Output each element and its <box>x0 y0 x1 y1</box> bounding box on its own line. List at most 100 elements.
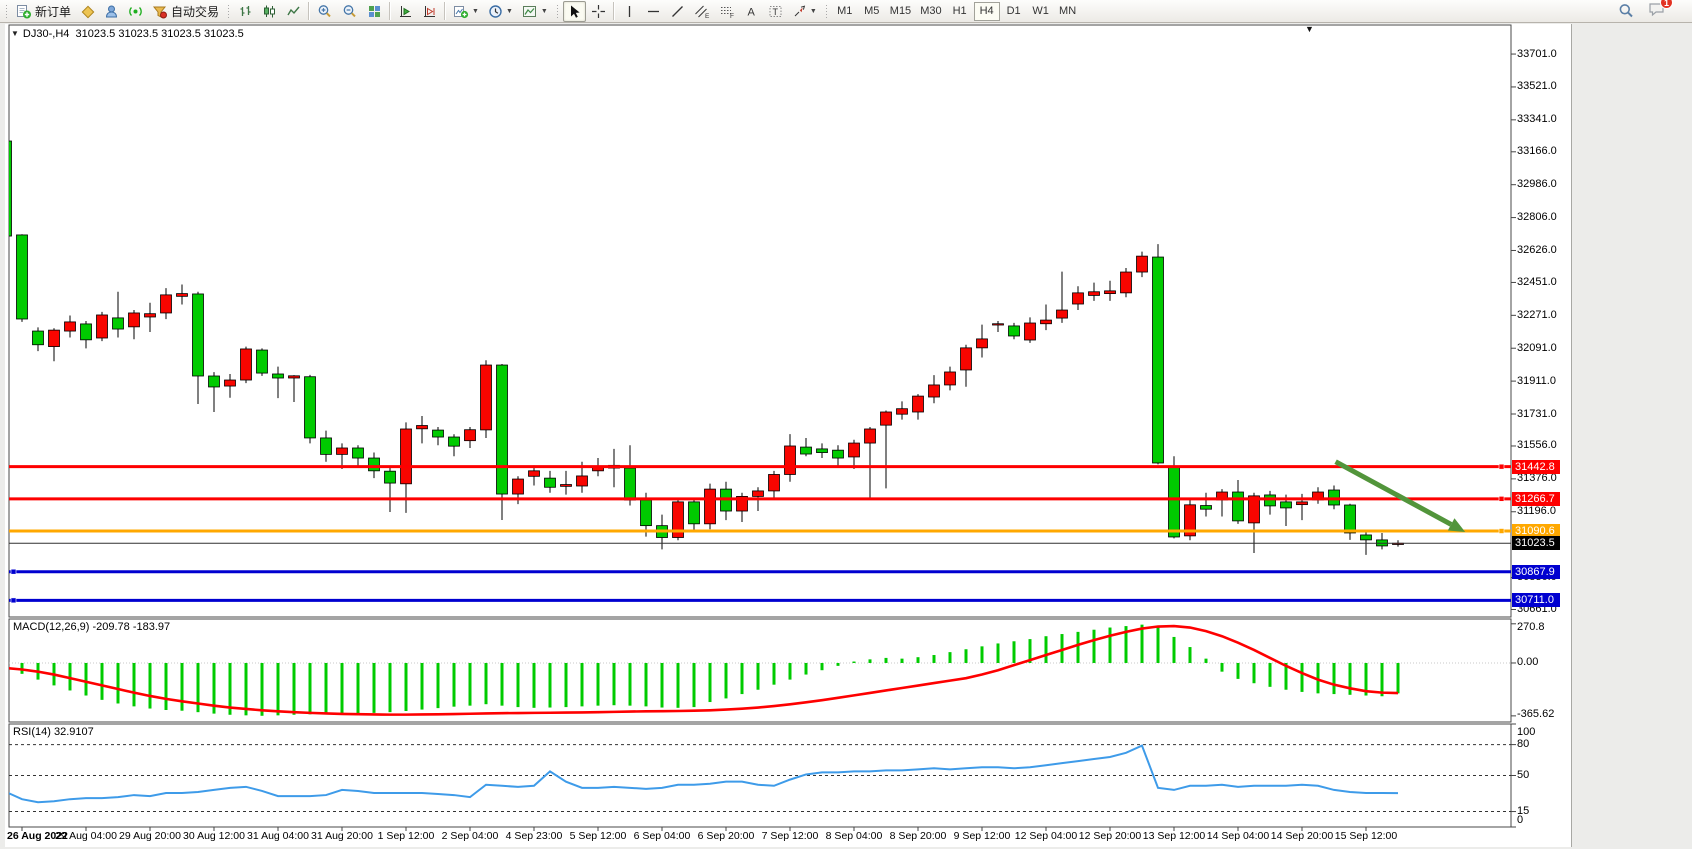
periods-button[interactable]: ▼ <box>484 1 517 22</box>
price-axis-tick: 31731.0 <box>1517 407 1557 420</box>
zoom-in-button[interactable] <box>313 1 337 22</box>
price-axis-tick: 33166.0 <box>1517 145 1557 158</box>
templates-icon <box>522 5 536 17</box>
trend-arrow[interactable] <box>1334 459 1453 527</box>
toolbar: 新订单 自动交易 ▼ ▼ <box>0 0 1692 23</box>
toolbar-grip[interactable] <box>554 3 560 19</box>
line-handle[interactable] <box>1498 528 1505 534</box>
indicator-axis-tick: 80 <box>1517 738 1530 751</box>
auto-trading-button[interactable]: 自动交易 <box>148 1 223 22</box>
fibonacci-tool-button[interactable]: F <box>715 1 739 22</box>
main-pane[interactable] <box>8 24 1512 618</box>
text-label-icon: T <box>769 5 782 17</box>
bar-chart-button[interactable] <box>234 1 257 22</box>
crosshair-tool-button[interactable] <box>587 1 610 22</box>
time-axis-label: 9 Sep 12:00 <box>953 830 1011 842</box>
timeframe-button-M1[interactable]: M1 <box>832 2 858 21</box>
time-axis-label: 6 Sep 04:00 <box>633 830 691 842</box>
signals-button[interactable] <box>124 1 147 22</box>
line-handle[interactable] <box>10 597 17 604</box>
dropdown-caret-icon: ▼ <box>505 7 513 15</box>
time-axis-label: 13 Sep 12:00 <box>1142 830 1206 842</box>
new-order-button[interactable]: 新订单 <box>12 1 75 22</box>
price-axis-tick: 32626.0 <box>1517 243 1557 256</box>
notifications-button[interactable]: 1 <box>1648 0 1673 22</box>
line-handle[interactable] <box>10 568 17 575</box>
chart-window: ▼ DJ30-,H4 31023.5 31023.5 31023.5 31023.… <box>5 24 1572 847</box>
vertical-line-icon <box>628 5 630 17</box>
timeframe-button-D1[interactable]: D1 <box>1001 2 1027 21</box>
one-click-trading-expander-icon[interactable]: ▼ <box>11 29 19 38</box>
candlestick-chart-icon <box>264 5 276 17</box>
trendline-tool-button[interactable] <box>666 1 689 22</box>
timeframe-button-M5[interactable]: M5 <box>859 2 885 21</box>
toolbar-separator <box>612 2 615 20</box>
time-axis-label: 30 Aug 12:00 <box>183 830 245 842</box>
chart-canvas[interactable] <box>5 24 1571 847</box>
timeframe-button-MN[interactable]: MN <box>1055 2 1081 21</box>
time-axis[interactable]: 26 Aug 2022 29 Aug 04:00 29 Aug 20:00 30 Au… <box>5 830 1511 846</box>
price-line-label: 31442.8 <box>1512 459 1560 474</box>
price-axis-tick: 31376.0 <box>1517 472 1557 485</box>
macd-signal-line <box>9 624 1399 716</box>
tile-windows-icon <box>369 5 381 17</box>
price-line-label: 31266.7 <box>1512 491 1560 506</box>
chart-quotes: 31023.5 31023.5 31023.5 31023.5 <box>75 28 244 40</box>
auto-trading-label: 自动交易 <box>171 4 220 19</box>
chart-shift-button[interactable] <box>418 1 441 22</box>
line-chart-button[interactable] <box>282 1 305 22</box>
indicator-axis-tick: 0.00 <box>1517 656 1539 669</box>
line-handle[interactable] <box>1498 496 1505 502</box>
horizontal-line-tool-button[interactable] <box>642 1 665 22</box>
trend-arrow-head[interactable] <box>1447 518 1466 533</box>
chart-shift-marker-icon[interactable]: ▼ <box>1305 24 1314 34</box>
profile-icon <box>106 5 118 17</box>
timeframe-button-H1[interactable]: H1 <box>947 2 973 21</box>
signals-icon <box>129 6 142 16</box>
styles-button[interactable] <box>76 1 99 22</box>
price-axis-tick: 32271.0 <box>1517 308 1557 321</box>
toolbar-grip[interactable] <box>226 3 232 19</box>
price-axis-tick: 33341.0 <box>1517 113 1557 126</box>
cursor-tool-button[interactable] <box>562 0 586 22</box>
timeframe-button-W1[interactable]: W1 <box>1028 2 1054 21</box>
price-line-label: 31090.6 <box>1512 524 1560 538</box>
crosshair-icon <box>591 4 605 18</box>
line-handle[interactable] <box>1498 463 1505 470</box>
auto-trading-icon <box>152 6 168 18</box>
toolbar-separator <box>389 2 392 20</box>
time-axis-label: 15 Sep 12:00 <box>1334 830 1398 842</box>
price-axis-tick: 32986.0 <box>1517 178 1557 191</box>
timeframe-toolbar: M1 M5 M15 M30 H1 H4 D1 W1 MN <box>832 1 1081 21</box>
zoom-out-button[interactable] <box>338 1 362 22</box>
search-button[interactable] <box>1614 1 1638 22</box>
price-axis-tick: 33521.0 <box>1517 80 1557 93</box>
indicator-axis-tick: 0 <box>1517 814 1524 826</box>
toolbar-grip[interactable] <box>4 3 9 19</box>
candlestick-chart-button[interactable] <box>258 1 281 22</box>
price-axis[interactable]: 31442.8 31266.7 31090.6 31023.5 30867.9 30711… <box>1512 24 1571 847</box>
label-tool-button[interactable]: T <box>764 1 787 22</box>
price-axis-tick: 31911.0 <box>1517 374 1556 387</box>
tile-windows-button[interactable] <box>363 1 386 22</box>
timeframe-button-H4[interactable]: H4 <box>973 1 1000 21</box>
profile-button[interactable] <box>100 1 123 22</box>
chart-symbol: DJ30-,H4 <box>22 28 70 40</box>
indicator-axis-tick: 15 <box>1517 805 1530 818</box>
timeframe-button-M30[interactable]: M30 <box>916 2 945 21</box>
time-axis-label: 2 Sep 04:00 <box>441 830 499 842</box>
timeframe-button-M15[interactable]: M15 <box>886 2 915 21</box>
price-axis-tick: 32806.0 <box>1517 211 1557 224</box>
channel-tool-button[interactable]: E <box>690 1 714 22</box>
toolbar-grip[interactable] <box>823 3 829 19</box>
indicators-button[interactable]: ▼ <box>449 1 483 22</box>
bar-chart-icon <box>240 5 251 16</box>
price-axis-tick: 32451.0 <box>1517 275 1557 288</box>
auto-scroll-button[interactable] <box>394 1 417 22</box>
macd-pane[interactable] <box>8 618 1512 723</box>
templates-button[interactable]: ▼ <box>518 1 552 22</box>
text-tool-button[interactable]: A <box>740 1 763 22</box>
arrows-tool-button[interactable]: ▼ <box>788 1 821 22</box>
time-axis-label: 12 Sep 20:00 <box>1078 830 1142 842</box>
vertical-line-tool-button[interactable] <box>618 1 641 22</box>
